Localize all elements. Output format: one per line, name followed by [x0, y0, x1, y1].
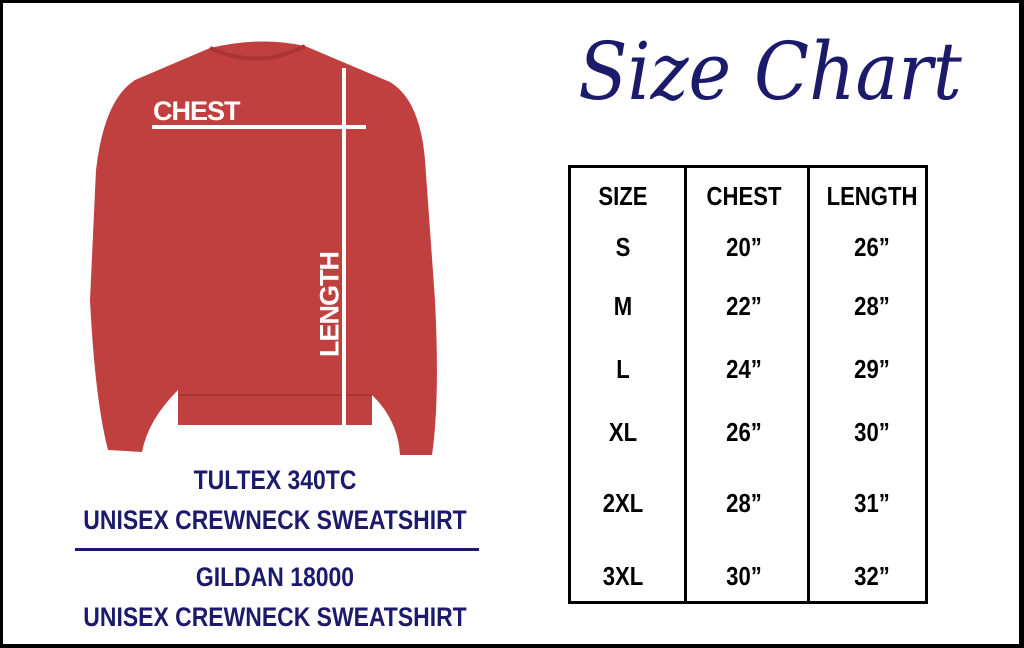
column-divider [807, 168, 810, 601]
table-cell: 31” [854, 488, 890, 518]
table-cell: 3XL [602, 561, 644, 591]
product-1-type: UNISEX CREWNECK SWEATSHIRT [83, 505, 467, 535]
product-2-type: UNISEX CREWNECK SWEATSHIRT [83, 602, 467, 632]
chest-label: CHEST [153, 96, 241, 126]
length-label: LENGTH [314, 252, 345, 357]
sweatshirt-body [90, 41, 437, 456]
table-cell: 32” [854, 561, 890, 591]
length-measure-line [342, 68, 346, 428]
table-cell: 22” [726, 291, 762, 321]
table-cell: 30” [854, 417, 890, 447]
collar [209, 44, 306, 61]
table-cell: 29” [854, 354, 890, 384]
table-header: CHEST [706, 181, 782, 211]
table-cell: 28” [854, 291, 890, 321]
table-cell: S [615, 232, 631, 262]
table-cell: XL [608, 417, 638, 447]
table-cell: 20” [726, 232, 762, 262]
product-2-name: GILDAN 18000 [195, 562, 355, 592]
table-cell: 26” [854, 232, 890, 262]
chest-measure-line [152, 125, 366, 129]
table-cell: 30” [726, 561, 762, 591]
divider [75, 548, 479, 551]
table-header: LENGTH [826, 181, 918, 211]
table-header: SIZE [598, 181, 648, 211]
table-cell: M [613, 291, 633, 321]
size-table [568, 165, 928, 604]
table-cell: 26” [726, 417, 762, 447]
sweatshirt-image [90, 41, 437, 456]
page-title: Size Chart [578, 25, 962, 118]
column-divider [684, 168, 687, 601]
product-1-name: TULTEX 340TC [193, 465, 357, 495]
table-cell: 2XL [602, 488, 644, 518]
table-cell: 28” [726, 488, 762, 518]
table-cell: L [616, 354, 630, 384]
table-cell: 24” [726, 354, 762, 384]
